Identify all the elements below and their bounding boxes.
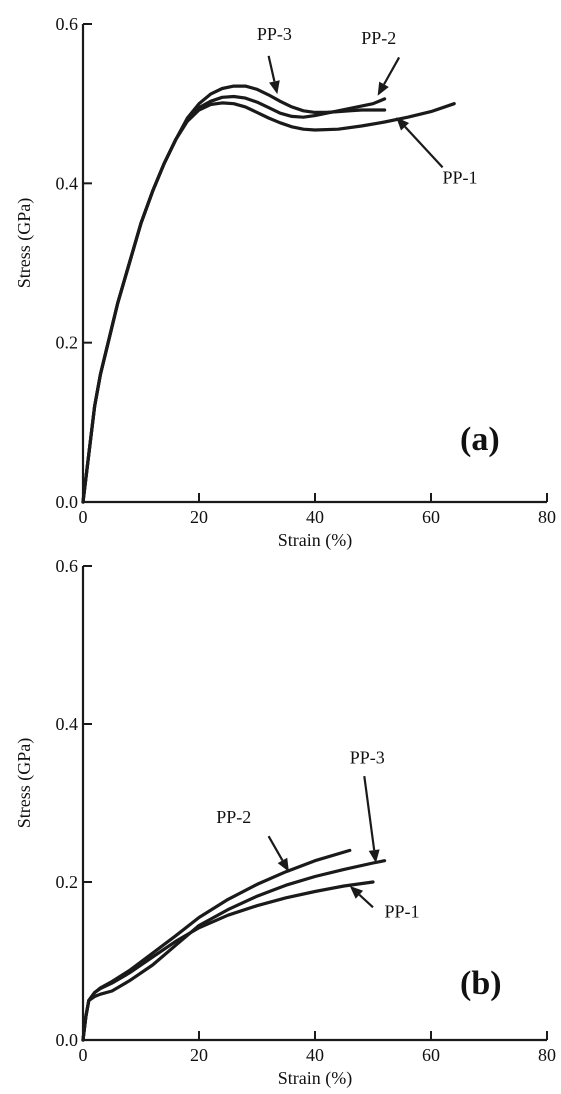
x-tick-label: 60 [422,1045,440,1065]
x-tick-label: 0 [79,507,88,527]
y-tick-label: 0.4 [56,714,79,734]
panel-label: (a) [460,421,500,458]
annotation-arrow [364,776,374,850]
annotation-arrow [269,836,283,860]
series-line-pp-3 [83,86,385,502]
y-axis-title: Stress (GPa) [14,738,35,829]
series-line-pp-2 [83,97,385,503]
series-label-pp-2: PP-2 [216,807,251,827]
x-tick-label: 0 [79,1045,88,1065]
y-tick-label: 0.0 [56,492,79,512]
x-tick-label: 40 [306,1045,324,1065]
chart-panel-a: 0.0 0.2 0.4 0.6 0 20 40 60 80 Strain (%) Stress (G… [14,14,556,551]
annotation-arrow [405,127,443,168]
series-label-pp-1: PP-1 [384,902,419,922]
series-line-pp-1 [83,103,454,502]
panel-label: (b) [460,965,502,1002]
y-tick-label: 0.4 [56,173,79,193]
x-axis-title: Strain (%) [278,1068,352,1089]
arrow-head-icon [269,80,280,94]
y-tick-label: 0.2 [56,872,79,892]
x-tick-label: 20 [190,507,208,527]
y-tick-label: 0.0 [56,1030,79,1050]
x-tick-label: 80 [538,1045,556,1065]
y-tick-label: 0.6 [56,556,79,576]
x-tick-label: 40 [306,507,324,527]
annotation-arrow [384,57,399,84]
y-axis-title: Stress (GPa) [14,198,35,289]
annotation-arrow [359,895,373,908]
series-label-pp-3: PP-3 [257,24,292,44]
series-label-pp-1: PP-1 [442,167,477,187]
y-tick-label: 0.6 [56,14,79,34]
series-line-pp-1 [83,882,373,1040]
x-tick-label: 80 [538,507,556,527]
x-axis-title: Strain (%) [278,530,352,551]
annotation-arrow [269,56,275,82]
y-tick-label: 0.2 [56,333,79,353]
series-label-pp-3: PP-3 [350,748,385,768]
x-tick-label: 20 [190,1045,208,1065]
series-label-pp-2: PP-2 [361,28,396,48]
x-tick-label: 60 [422,507,440,527]
chart-panel-b: 0.0 0.2 0.4 0.6 0 20 40 60 80 Strain (%) Stress (G… [14,556,556,1089]
